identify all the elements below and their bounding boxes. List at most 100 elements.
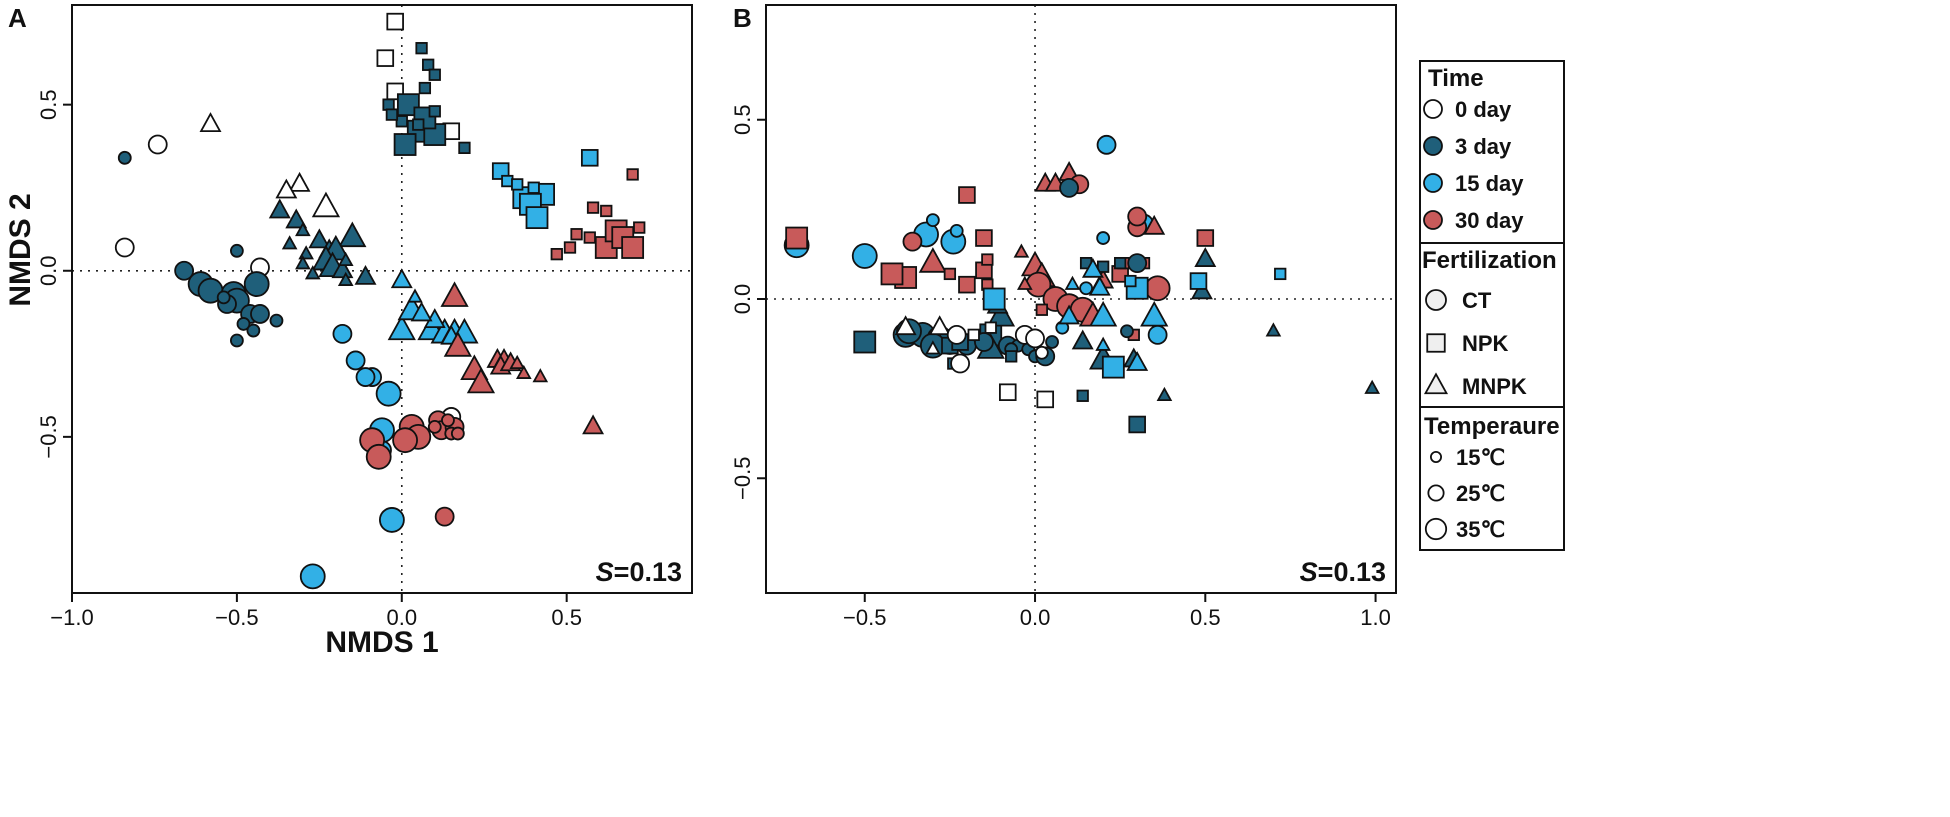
y-tick-label: −0.5: [730, 457, 755, 500]
data-point-101: [1064, 275, 1081, 290]
data-point-1: [851, 243, 878, 269]
data-point-109: [515, 364, 532, 379]
data-point-74: [1127, 253, 1148, 274]
stress-symbol: S: [1300, 557, 1318, 587]
data-point-61: [580, 149, 599, 167]
data-point-89: [1081, 257, 1104, 278]
data-point-12: [785, 226, 809, 250]
panel-label: B: [733, 3, 752, 33]
data-point-99: [621, 236, 645, 259]
data-point-18: [243, 271, 270, 297]
legend-temperature-title: Temperaure: [1424, 413, 1560, 440]
data-point-55: [295, 255, 311, 270]
data-point-105: [950, 353, 971, 374]
stress-symbol: S: [596, 557, 614, 587]
data-points: [114, 12, 646, 590]
data-point-110: [532, 368, 549, 383]
data-point-107: [967, 328, 980, 342]
data-point-65: [525, 206, 549, 230]
y-tick-label: 0.5: [730, 104, 755, 135]
data-point-10: [1079, 281, 1094, 296]
data-point-84: [375, 380, 402, 407]
data-point-41: [385, 108, 399, 121]
y-tick-label: −0.5: [36, 415, 61, 458]
legend-fertilization-marker: [1425, 289, 1447, 311]
data-point-33: [415, 42, 428, 55]
legend-time-marker: [1423, 136, 1443, 156]
data-point-104: [466, 367, 496, 394]
data-point-106: [984, 321, 997, 334]
data-point-40: [412, 118, 425, 131]
data-point-25: [246, 323, 261, 338]
data-point-103: [928, 315, 951, 336]
stress-annotation: S=0.13: [1300, 557, 1386, 587]
legend-temperature-label: 35℃: [1456, 517, 1505, 542]
y-tick-label: 0.0: [36, 255, 61, 286]
data-point-88: [982, 287, 1006, 311]
data-point-94: [626, 168, 639, 181]
data-point-112: [1025, 328, 1045, 349]
data-point-69: [1045, 335, 1059, 349]
data-point-5: [949, 223, 964, 238]
panel-label: A: [8, 3, 27, 33]
data-point-21: [975, 229, 993, 247]
data-point-96: [1189, 272, 1208, 290]
shared-axis-titles: NMDS 1 NMDS 2: [4, 193, 439, 659]
data-point-121: [434, 506, 455, 527]
stress-annotation: S=0.13: [596, 557, 682, 587]
data-point-111: [509, 354, 526, 370]
data-point-38: [428, 105, 441, 118]
data-point-102: [894, 315, 917, 336]
data-point-110: [925, 340, 941, 355]
data-point-19: [943, 267, 957, 281]
data-point-117: [365, 443, 392, 470]
data-point-57: [281, 235, 298, 250]
legend-fertilization-label: MNPK: [1462, 374, 1527, 399]
x-tick-label: 0.5: [1190, 605, 1221, 630]
legend-temperature-marker: [1427, 484, 1445, 502]
data-point-95: [586, 201, 600, 214]
legend-fertilization-label: NPK: [1462, 331, 1509, 356]
data-point-36: [418, 81, 432, 95]
data-point-98: [1095, 336, 1111, 351]
data-point-12: [117, 150, 132, 165]
data-point-0: [386, 12, 404, 31]
data-point-7: [1147, 324, 1168, 345]
data-point-37: [382, 98, 395, 111]
data-point-8: [147, 134, 168, 155]
data-point-123: [450, 426, 465, 441]
x-tick-label: 0.0: [386, 605, 417, 630]
data-point-4: [925, 213, 940, 228]
data-point-70: [387, 314, 416, 341]
data-point-21: [250, 304, 270, 324]
data-point-76: [1059, 177, 1079, 198]
panel-a: −1.0 −0.5 0.0 0.5 −0.5 0.0 0.5 A S=0.13: [8, 3, 693, 630]
data-point-80: [332, 323, 353, 344]
x-tick-label: 0.5: [551, 605, 582, 630]
data-point-82: [1265, 322, 1282, 337]
data-point-78: [410, 301, 433, 322]
data-point-85: [1156, 386, 1173, 402]
data-point-112: [582, 414, 605, 435]
data-point-53: [354, 264, 377, 285]
data-point-71: [1071, 329, 1094, 350]
data-point-124: [427, 419, 442, 434]
data-point-6: [275, 178, 298, 199]
x-tick-label: −0.5: [843, 605, 886, 630]
stress-value: =0.13: [614, 557, 682, 587]
data-point-100: [633, 221, 646, 234]
data-point-39: [1127, 206, 1148, 227]
data-point-79: [407, 288, 423, 303]
y-tick-label: 0.0: [730, 284, 755, 315]
legend-temperature-marker: [1430, 450, 1443, 463]
data-point-7: [311, 191, 341, 218]
data-point-86: [378, 507, 405, 533]
data-point-26: [269, 313, 284, 328]
data-point-42: [458, 141, 471, 154]
x-tick-label: −1.0: [50, 605, 93, 630]
data-point-15: [918, 247, 947, 273]
legend-temperature-label: 15℃: [1456, 445, 1505, 470]
data-point-58: [304, 265, 321, 280]
y-axis-title: NMDS 2: [4, 193, 37, 306]
data-point-91: [1089, 300, 1118, 327]
